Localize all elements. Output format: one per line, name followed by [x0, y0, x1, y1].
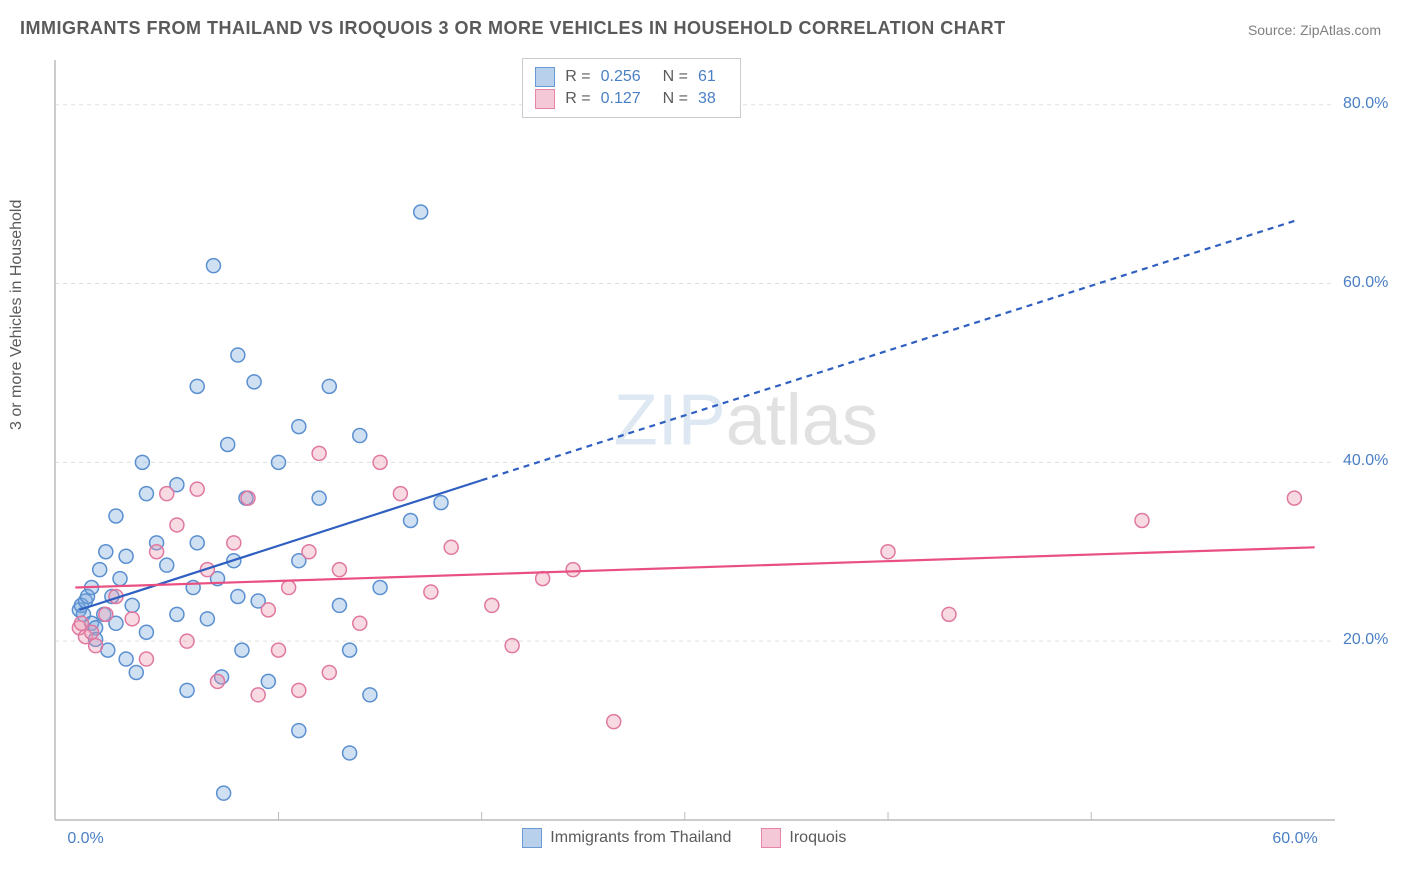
series-legend-item: Immigrants from Thailand — [522, 828, 731, 848]
n-label: N = — [663, 68, 688, 86]
n-value: 61 — [698, 68, 728, 86]
stats-legend-row: R = 0.127 N = 38 — [535, 89, 728, 109]
y-tick-label: 40.0% — [1343, 452, 1388, 470]
legend-swatch — [535, 67, 555, 87]
series-legend-item: Iroquois — [761, 828, 846, 848]
x-tick-label: 60.0% — [1272, 830, 1317, 848]
legend-swatch — [761, 828, 781, 848]
svg-text:ZIPatlas: ZIPatlas — [614, 380, 878, 460]
series-label: Iroquois — [789, 829, 846, 847]
legend-swatch — [522, 828, 542, 848]
n-label: N = — [663, 90, 688, 108]
y-tick-label: 60.0% — [1343, 274, 1388, 292]
legend-swatch — [535, 89, 555, 109]
r-label: R = — [565, 68, 590, 86]
stats-legend: R = 0.256 N = 61 R = 0.127 N = 38 — [522, 58, 741, 118]
r-value: 0.256 — [601, 68, 653, 86]
stats-legend-row: R = 0.256 N = 61 — [535, 67, 728, 87]
r-value: 0.127 — [601, 90, 653, 108]
y-axis-label: 3 or more Vehicles in Household — [8, 200, 26, 430]
x-tick-label: 0.0% — [67, 830, 103, 848]
chart-area: ZIPatlas — [50, 50, 1380, 840]
y-tick-label: 80.0% — [1343, 95, 1388, 113]
n-value: 38 — [698, 90, 728, 108]
chart-title: IMMIGRANTS FROM THAILAND VS IROQUOIS 3 O… — [20, 18, 1006, 39]
source-credit: Source: ZipAtlas.com — [1248, 22, 1381, 38]
series-legend: Immigrants from Thailand Iroquois — [522, 828, 846, 848]
correlation-chart: ZIPatlas — [50, 50, 1380, 840]
r-label: R = — [565, 90, 590, 108]
series-label: Immigrants from Thailand — [550, 829, 731, 847]
y-tick-label: 20.0% — [1343, 631, 1388, 649]
